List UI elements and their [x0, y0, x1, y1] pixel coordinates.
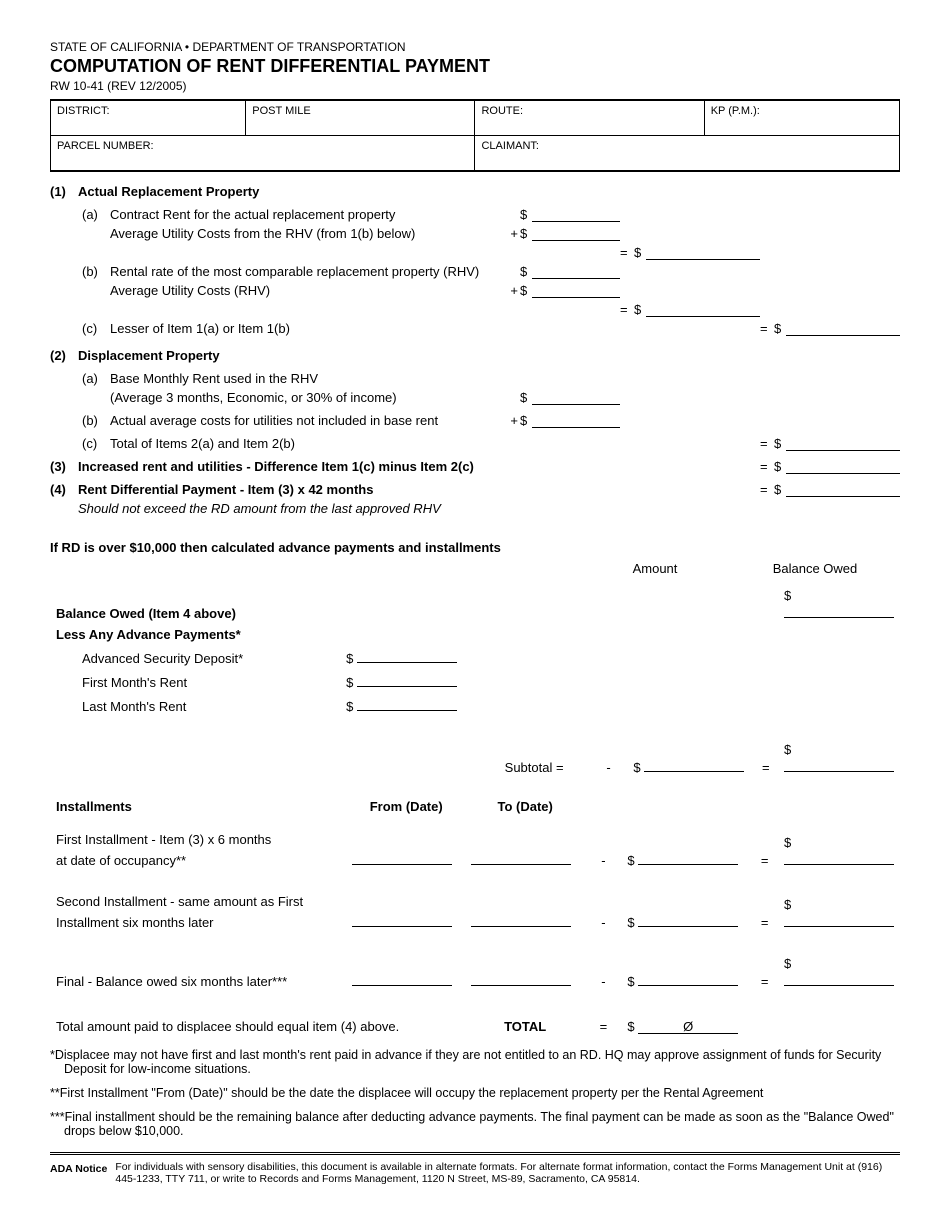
s3-num: (3) [50, 459, 78, 474]
installments-block: Installments From (Date) To (Date) First… [50, 795, 900, 1038]
total-line-text: Total amount paid to displacee should eq… [52, 1017, 465, 1036]
s1b-line1: Rental rate of the most comparable repla… [110, 264, 500, 279]
final-inst-amount[interactable] [638, 971, 738, 986]
s1-num: (1) [50, 184, 78, 199]
final-inst-balance[interactable] [784, 971, 894, 986]
final-from-date[interactable] [352, 971, 452, 986]
first-rent-label: First Month's Rent [52, 670, 340, 692]
s1a-amount2[interactable]: +$ [500, 226, 620, 241]
s1b-amount2[interactable]: +$ [500, 283, 620, 298]
cell-post-mile[interactable]: POST MILE [246, 100, 475, 136]
final-to-date[interactable] [471, 971, 571, 986]
last-rent-label: Last Month's Rent [52, 694, 340, 716]
footnote-1: *Displacee may not have first and last m… [50, 1048, 900, 1076]
s2a-line2: (Average 3 months, Economic, or 30% of i… [110, 390, 500, 405]
s3-text: Increased rent and utilities - Differenc… [78, 459, 760, 474]
second-inst-l1: Second Installment - same amount as Firs… [52, 892, 346, 911]
s4-total[interactable]: =$ [760, 482, 900, 497]
s1c-total[interactable]: =$ [760, 321, 900, 336]
first-to-date[interactable] [471, 850, 571, 865]
cell-claimant[interactable]: CLAIMANT: [475, 136, 900, 172]
cell-parcel[interactable]: PARCEL NUMBER: [51, 136, 475, 172]
balance-owed-value[interactable] [784, 603, 894, 618]
s1c-text: Lesser of Item 1(a) or Item 1(b) [110, 321, 500, 336]
ada-notice: ADA Notice For individuals with sensory … [50, 1161, 900, 1185]
s1b-subtotal[interactable]: =$ [620, 302, 760, 317]
s2c-letter: (c) [78, 436, 110, 451]
s1c-letter: (c) [78, 321, 110, 336]
s1a-line1: Contract Rent for the actual replacement… [110, 207, 500, 222]
header-state-line: STATE OF CALIFORNIA • DEPARTMENT OF TRAN… [50, 40, 900, 54]
col-head-amount: Amount [580, 561, 730, 576]
s3-total[interactable]: =$ [760, 459, 900, 474]
footnote-3: ***Final installment should be the remai… [50, 1110, 900, 1138]
s1b-line2: Average Utility Costs (RHV) [110, 283, 500, 298]
footnote-2: **First Installment "From (Date)" should… [50, 1086, 900, 1100]
s2-title: Displacement Property [78, 348, 900, 363]
s4-line1: Rent Differential Payment - Item (3) x 4… [78, 482, 373, 497]
balance-block: Balance Owed (Item 4 above) $ Less Any A… [50, 584, 900, 779]
s2c-total[interactable]: =$ [760, 436, 900, 451]
second-inst-balance[interactable] [784, 912, 894, 927]
s2c-text: Total of Items 2(a) and Item 2(b) [110, 436, 500, 451]
to-date-head: To (Date) [467, 797, 584, 816]
less-advance-label: Less Any Advance Payments* [52, 625, 340, 644]
header-title: COMPUTATION OF RENT DIFFERENTIAL PAYMENT [50, 56, 900, 77]
first-rent-amount[interactable] [357, 672, 457, 687]
second-from-date[interactable] [352, 912, 452, 927]
s1a-amount1[interactable]: $ [500, 207, 620, 222]
subtotal-amount[interactable] [644, 757, 744, 772]
last-rent-amount[interactable] [357, 696, 457, 711]
cell-kp[interactable]: KP (P.M.): [704, 100, 899, 136]
first-inst-amount[interactable] [638, 850, 738, 865]
ada-label: ADA Notice [50, 1161, 107, 1185]
balance-owed-label: Balance Owed (Item 4 above) [52, 586, 340, 623]
s2a-amount[interactable]: $ [500, 390, 620, 405]
cell-route[interactable]: ROUTE: [475, 100, 704, 136]
first-inst-balance[interactable] [784, 850, 894, 865]
dollar-sign: $ [784, 588, 791, 603]
s1-title: Actual Replacement Property [78, 184, 900, 199]
first-inst-l2: at date of occupancy** [52, 851, 346, 870]
subtotal-label: Subtotal = [481, 740, 588, 777]
first-inst-l1: First Installment - Item (3) x 6 months [52, 830, 346, 849]
s2a-line1: Base Monthly Rent used in the RHV [110, 371, 500, 386]
adv-sec-label: Advanced Security Deposit* [52, 646, 340, 668]
col-head-balance: Balance Owed [730, 561, 900, 576]
s2a-letter: (a) [78, 371, 110, 386]
s4-line2: Should not exceed the RD amount from the… [78, 501, 760, 516]
subtotal-balance[interactable] [784, 757, 894, 772]
first-from-date[interactable] [352, 850, 452, 865]
from-date-head: From (Date) [348, 797, 465, 816]
s1b-amount1[interactable]: $ [500, 264, 620, 279]
second-to-date[interactable] [471, 912, 571, 927]
header-rev: RW 10-41 (REV 12/2005) [50, 79, 900, 93]
s1a-letter: (a) [78, 207, 110, 222]
s2-num: (2) [50, 348, 78, 363]
s1a-line2: Average Utility Costs from the RHV (from… [110, 226, 500, 241]
total-value[interactable]: Ø [638, 1019, 738, 1034]
adv-sec-amount[interactable] [357, 648, 457, 663]
divider [50, 1152, 900, 1155]
second-inst-amount[interactable] [638, 912, 738, 927]
ada-text: For individuals with sensory disabilitie… [115, 1161, 900, 1185]
s1a-subtotal[interactable]: =$ [620, 245, 760, 260]
s2b-text: Actual average costs for utilities not i… [110, 413, 500, 428]
total-label: TOTAL [467, 1017, 584, 1036]
final-inst-label: Final - Balance owed six months later*** [52, 954, 346, 991]
s2b-amount[interactable]: +$ [500, 413, 620, 428]
s1b-letter: (b) [78, 264, 110, 279]
top-info-grid: DISTRICT: POST MILE ROUTE: KP (P.M.): PA… [50, 99, 900, 172]
second-inst-l2: Installment six months later [52, 913, 346, 932]
s2b-letter: (b) [78, 413, 110, 428]
installments-title: Installments [52, 797, 346, 816]
threshold-line: If RD is over $10,000 then calculated ad… [50, 540, 900, 555]
cell-district[interactable]: DISTRICT: [51, 100, 246, 136]
s4-num: (4) [50, 482, 78, 497]
